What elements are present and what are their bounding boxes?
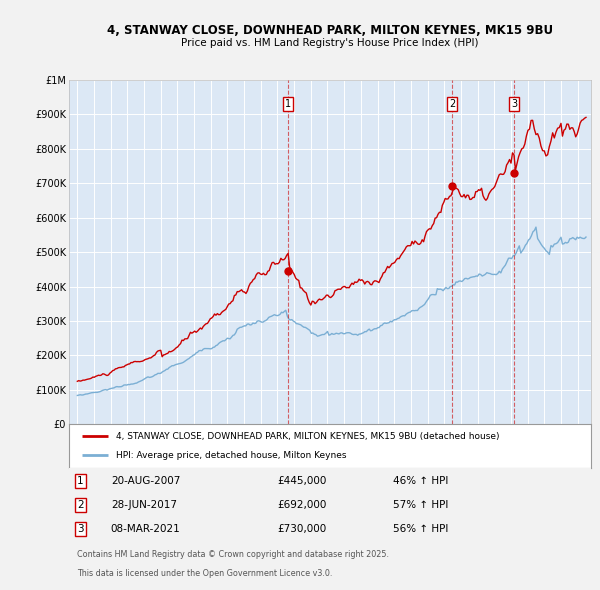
Text: Price paid vs. HM Land Registry's House Price Index (HPI): Price paid vs. HM Land Registry's House … — [181, 38, 479, 48]
Text: 20-AUG-2007: 20-AUG-2007 — [111, 476, 180, 486]
Text: £692,000: £692,000 — [278, 500, 327, 510]
Text: 3: 3 — [77, 525, 84, 535]
Text: 56% ↑ HPI: 56% ↑ HPI — [392, 525, 448, 535]
Text: 4, STANWAY CLOSE, DOWNHEAD PARK, MILTON KEYNES, MK15 9BU (detached house): 4, STANWAY CLOSE, DOWNHEAD PARK, MILTON … — [116, 432, 499, 441]
Text: 2: 2 — [77, 500, 84, 510]
Text: 08-MAR-2021: 08-MAR-2021 — [111, 525, 181, 535]
Text: 4, STANWAY CLOSE, DOWNHEAD PARK, MILTON KEYNES, MK15 9BU: 4, STANWAY CLOSE, DOWNHEAD PARK, MILTON … — [107, 24, 553, 37]
Text: £445,000: £445,000 — [278, 476, 327, 486]
Text: 46% ↑ HPI: 46% ↑ HPI — [392, 476, 448, 486]
Text: 2: 2 — [449, 99, 455, 109]
Text: 28-JUN-2017: 28-JUN-2017 — [111, 500, 177, 510]
Text: 1: 1 — [285, 99, 291, 109]
Text: 3: 3 — [511, 99, 517, 109]
Text: HPI: Average price, detached house, Milton Keynes: HPI: Average price, detached house, Milt… — [116, 451, 346, 460]
Text: 57% ↑ HPI: 57% ↑ HPI — [392, 500, 448, 510]
Text: £730,000: £730,000 — [278, 525, 327, 535]
Text: This data is licensed under the Open Government Licence v3.0.: This data is licensed under the Open Gov… — [77, 569, 332, 578]
Text: 1: 1 — [77, 476, 84, 486]
Text: Contains HM Land Registry data © Crown copyright and database right 2025.: Contains HM Land Registry data © Crown c… — [77, 550, 389, 559]
